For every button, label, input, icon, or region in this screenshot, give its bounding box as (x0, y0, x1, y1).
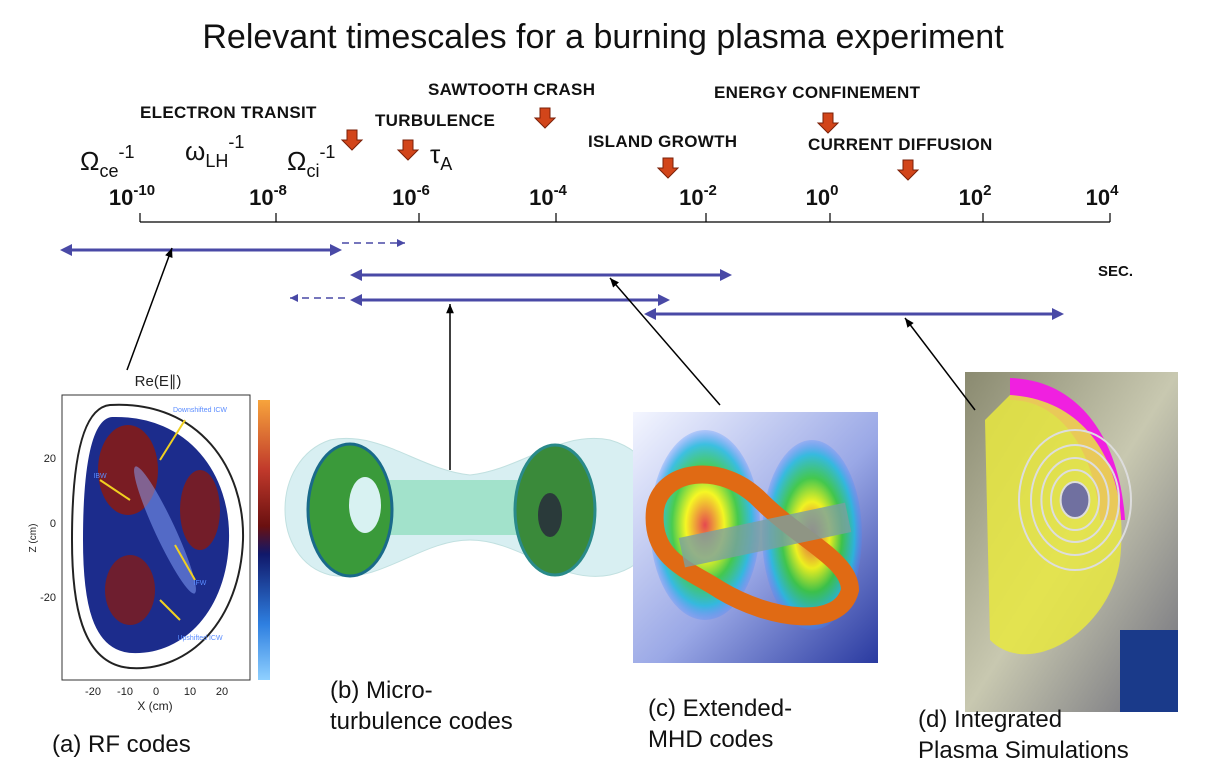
pointer-head (905, 318, 914, 328)
plot-y-tick: 0 (50, 518, 56, 530)
arrow-head (330, 244, 342, 256)
symbol: Ω (80, 146, 99, 176)
plot-annotation: IBW (93, 473, 107, 480)
symbol: ω (185, 136, 205, 166)
sim-floor (1120, 630, 1178, 712)
axis-tick-label: 10-6 (392, 182, 430, 210)
axis-unit: SEC. (1098, 263, 1133, 280)
axis-tick-label: 104 (1086, 182, 1119, 210)
pointer-line (905, 318, 975, 410)
arrow-head (1052, 308, 1064, 320)
field-red (105, 555, 155, 625)
plot-annotation: IFW (194, 580, 207, 587)
panel-caption: (d) Integrated (918, 706, 1062, 733)
frequency-label: τA (430, 139, 452, 174)
plot-x-label: X (cm) (137, 699, 172, 713)
exponent: -4 (554, 182, 568, 199)
subscript: ce (99, 161, 118, 181)
event-arrow (535, 108, 555, 128)
colorbar (258, 400, 270, 680)
base: 10 (529, 185, 553, 210)
exponent: -6 (417, 182, 430, 199)
field-red (180, 470, 220, 550)
diagram: Relevant timescales for a burning plasma… (0, 0, 1206, 774)
exponent: -8 (274, 182, 287, 199)
panel-caption: (b) Micro- (330, 677, 433, 704)
pointer-line (127, 248, 172, 370)
event-label: ENERGY CONFINEMENT (714, 83, 921, 102)
torus-hole (349, 477, 381, 533)
arrow-head (720, 269, 732, 281)
exponent: 0 (830, 182, 838, 199)
event-label: SAWTOOTH CRASH (428, 80, 595, 99)
arrow-head (350, 294, 362, 306)
plot-y-tick: -20 (40, 592, 56, 604)
plot-y-label: Z (cm) (28, 524, 39, 553)
axis-tick-label: 10-2 (679, 182, 717, 210)
axis-tick-label: 10-8 (249, 182, 287, 210)
pointer-head (446, 304, 454, 313)
subscript: LH (205, 151, 228, 171)
base: 10 (109, 185, 133, 210)
exponent: -2 (704, 182, 717, 199)
base: 10 (959, 185, 983, 210)
event-label: CURRENT DIFFUSION (808, 135, 993, 154)
panel-caption: MHD codes (648, 726, 773, 753)
frequency-label: Ωce-1 (80, 142, 134, 181)
plot-annotation: Upshifted ICW (177, 635, 223, 642)
base: 10 (1086, 185, 1110, 210)
event-arrow (818, 113, 838, 133)
subscript: ci (306, 161, 319, 181)
event-arrow (398, 140, 418, 160)
base: 10 (679, 185, 703, 210)
flux-surface (1061, 482, 1090, 518)
axis-tick-label: 100 (806, 182, 839, 210)
axis-tick-label: 102 (959, 182, 992, 210)
plot-title: Re(E∥) (135, 373, 182, 390)
superscript: -1 (118, 142, 134, 162)
title: Relevant timescales for a burning plasma… (202, 18, 1004, 56)
event-arrow (658, 158, 678, 178)
subscript: A (440, 154, 452, 174)
arrow-head (397, 239, 405, 247)
superscript: -1 (228, 132, 244, 152)
event-arrow (342, 130, 362, 150)
superscript: -1 (319, 142, 335, 162)
arrow-head (60, 244, 72, 256)
event-label: ISLAND GROWTH (588, 132, 737, 151)
event-label: ELECTRON TRANSIT (140, 103, 317, 122)
base: 10 (249, 185, 273, 210)
symbol: Ω (287, 146, 306, 176)
pointer-line (610, 278, 720, 405)
base: 10 (806, 185, 830, 210)
arrow-head (658, 294, 670, 306)
arrow-head (290, 294, 298, 302)
exponent: -10 (133, 182, 155, 199)
panel-caption: turbulence codes (330, 708, 513, 735)
plot-x-tick: 10 (184, 686, 196, 698)
panel-caption: Plasma Simulations (918, 737, 1129, 764)
torus-hole (538, 493, 562, 537)
panel-caption: (a) RF codes (52, 731, 191, 758)
event-label: TURBULENCE (375, 111, 495, 130)
exponent: 4 (1110, 182, 1119, 199)
panel-caption: (c) Extended- (648, 695, 792, 722)
plot-x-tick: 20 (216, 686, 228, 698)
plot-x-tick: -10 (117, 686, 133, 698)
exponent: 2 (983, 182, 991, 199)
plot-y-tick: 20 (44, 453, 56, 465)
axis-tick-label: 10-4 (529, 182, 567, 210)
frequency-label: Ωci-1 (287, 142, 335, 181)
frequency-label: ωLH-1 (185, 132, 244, 171)
plot-x-tick: -20 (85, 686, 101, 698)
plot-annotation: Downshifted ICW (173, 407, 227, 414)
axis-tick-label: 10-10 (109, 182, 155, 210)
plot-x-tick: 0 (153, 686, 159, 698)
base: 10 (392, 185, 416, 210)
event-arrow (898, 160, 918, 180)
arrow-head (350, 269, 362, 281)
